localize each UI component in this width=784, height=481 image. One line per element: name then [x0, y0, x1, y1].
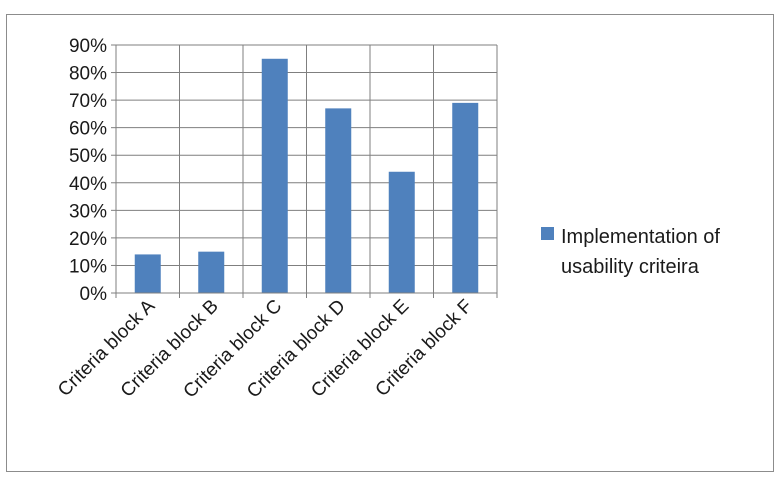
bar: [135, 254, 161, 293]
y-tick-label: 10%: [69, 256, 107, 277]
y-tick-label: 20%: [69, 229, 107, 250]
bar: [389, 172, 415, 293]
legend: Implementation of usability criteira: [541, 226, 720, 278]
y-axis-ticks: 0% 10% 20% 30% 40% 50% 60% 70% 80% 90%: [69, 36, 107, 305]
y-tick-label: 80%: [69, 64, 107, 85]
y-tick-label: 90%: [69, 36, 107, 57]
axes: [111, 45, 497, 298]
y-tick-label: 30%: [69, 201, 107, 222]
bar: [325, 108, 351, 293]
legend-label-line-2: usability criteira: [561, 256, 700, 278]
legend-label-line-1: Implementation of: [561, 226, 720, 248]
y-tick-label: 70%: [69, 91, 107, 112]
y-tick-label: 40%: [69, 174, 107, 195]
bar: [262, 59, 288, 293]
bar: [452, 103, 478, 293]
y-tick-label: 0%: [80, 284, 108, 305]
y-tick-label: 50%: [69, 146, 107, 167]
legend-swatch: [541, 227, 554, 240]
bar: [198, 252, 224, 293]
gridlines: [116, 45, 497, 293]
y-tick-label: 60%: [69, 119, 107, 140]
